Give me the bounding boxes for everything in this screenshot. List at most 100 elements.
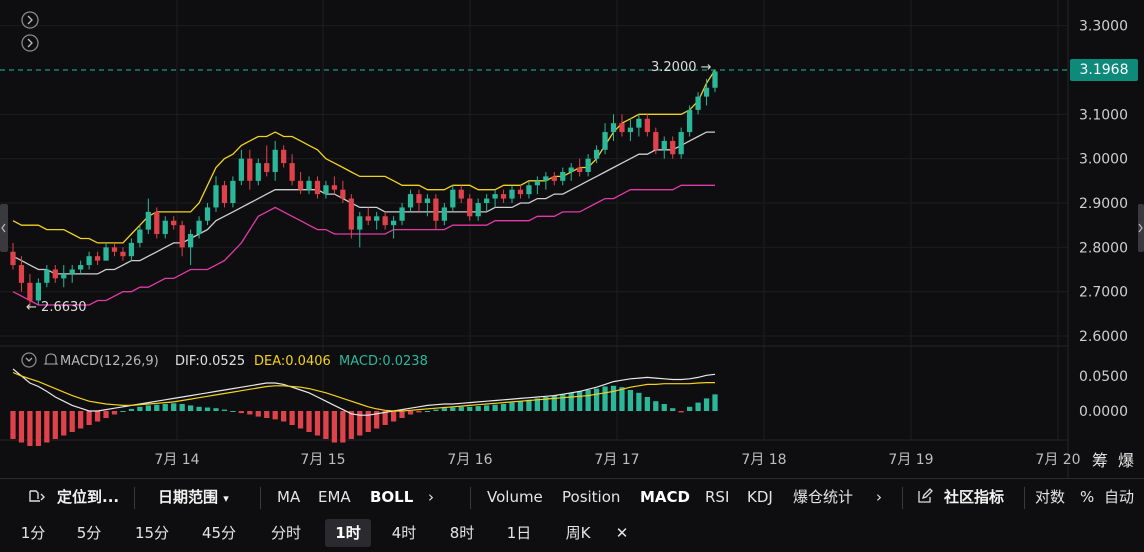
last-price-tag: 3.1968 (1070, 59, 1138, 81)
locate-button[interactable]: 定位到... (57, 488, 120, 506)
auto-scale-toggle[interactable]: 自动 (1104, 488, 1135, 506)
candle-body (187, 234, 194, 248)
candle-body (18, 265, 25, 283)
kdj-indicator[interactable]: KDJ (747, 488, 773, 506)
macd-bar (687, 406, 693, 411)
close-icon[interactable]: ✕ (615, 524, 629, 542)
macd-bar (179, 404, 185, 411)
locate-icon[interactable] (28, 479, 46, 515)
macd-indicator[interactable]: MACD (640, 488, 690, 506)
chevron-right-icon[interactable]: › (428, 488, 434, 506)
macd-value: MACD:0.0238 (339, 354, 428, 369)
macd-bar (526, 399, 532, 411)
macd-bar (230, 411, 236, 412)
candle-body (416, 194, 422, 203)
position-indicator[interactable]: Position (562, 488, 621, 506)
interval-45m[interactable]: 45分 (201, 524, 237, 542)
candle-body (179, 225, 185, 248)
liquidation-toggle[interactable]: 爆 (1118, 451, 1134, 470)
ema-indicator[interactable]: EMA (318, 488, 351, 506)
macd-bar (44, 411, 50, 443)
volume-indicator[interactable]: Volume (487, 488, 543, 506)
macd-bar (61, 411, 67, 436)
candle-body (399, 207, 405, 221)
candle-body (636, 118, 642, 128)
macd-bar (407, 411, 414, 415)
candle-body (111, 247, 118, 252)
interval-toolbar: 1分 5分 15分 45分 分时 1时 4时 8时 1日 周K ✕ (0, 514, 1144, 552)
chevron-right-icon[interactable] (21, 34, 39, 52)
time-tick-label: 7月 18 (741, 452, 786, 468)
candle-body (433, 198, 439, 221)
macd-bar (18, 411, 25, 443)
candle-body (289, 163, 295, 181)
interval-timeline[interactable]: 分时 (270, 524, 301, 542)
macd-bar (69, 411, 75, 432)
boll-indicator[interactable]: BOLL (370, 488, 414, 506)
macd-bar (703, 398, 710, 411)
candle-body (272, 149, 278, 172)
candle-body (78, 265, 84, 270)
date-range-button[interactable]: 日期范围 ▾ (158, 488, 229, 506)
interval-8h[interactable]: 8时 (449, 524, 475, 542)
candle-body (145, 211, 151, 230)
interval-weekly[interactable]: 周K (565, 524, 591, 542)
interval-4h[interactable]: 4时 (391, 524, 417, 542)
candle-body (238, 158, 244, 181)
candle-body (365, 216, 371, 221)
interval-1d[interactable]: 1日 (506, 524, 532, 542)
price-tick-label: 2.8000 (1079, 240, 1128, 256)
macd-bar (678, 411, 684, 413)
community-indicators-button[interactable]: 社区指标 (944, 488, 1005, 506)
macd-bar (475, 406, 481, 411)
macd-bar (340, 411, 346, 443)
macd-bar (196, 406, 202, 411)
macd-bar (171, 403, 177, 411)
chips-toggle[interactable]: 筹 (1092, 451, 1108, 470)
candle-body (534, 180, 541, 186)
price-tick-label: 2.6000 (1079, 329, 1128, 345)
price-chart[interactable]: 3.3000 3.1000 3.0000 2.9000 2.8000 2.7000 2.60… (0, 0, 1144, 478)
price-axis: 3.3000 3.1000 3.0000 2.9000 2.8000 2.7000 2.60… (1079, 19, 1128, 345)
bell-icon[interactable] (43, 353, 59, 365)
collapse-right-handle[interactable] (1138, 204, 1144, 252)
candle-body (306, 180, 312, 190)
macd-bar (500, 404, 507, 411)
candle-body (500, 194, 507, 199)
candle-body (585, 158, 591, 172)
candle-body (196, 220, 202, 235)
chevron-right-icon[interactable] (21, 11, 39, 29)
macd-bar (568, 392, 574, 411)
divider (470, 487, 471, 509)
liquidation-stats-indicator[interactable]: 爆仓统计 (793, 488, 854, 506)
interval-5m[interactable]: 5分 (76, 524, 102, 542)
log-scale-toggle[interactable]: 对数 (1035, 488, 1066, 506)
candle-body (543, 176, 549, 181)
macd-bar (255, 411, 261, 417)
candle-body (255, 163, 261, 181)
candle-body (94, 256, 101, 261)
edit-icon[interactable] (917, 479, 933, 515)
candle-body (687, 109, 693, 133)
macd-bar (399, 411, 405, 418)
candle-body (44, 269, 50, 283)
low-price-label: ← 2.6630 (26, 300, 87, 315)
interval-1m[interactable]: 1分 (20, 524, 46, 542)
candle-body (492, 194, 498, 199)
chevron-right-icon[interactable]: › (876, 488, 882, 506)
interval-1h[interactable]: 1时 (325, 519, 371, 547)
macd-bar (374, 411, 380, 429)
divider (260, 487, 261, 509)
indicator-toolbar: 定位到... 日期范围 ▾ MA EMA BOLL › Volume Posit… (0, 478, 1144, 515)
macd-bar (517, 401, 524, 411)
interval-15m[interactable]: 15分 (134, 524, 170, 542)
time-tick-label: 7月 19 (888, 452, 933, 468)
chevron-down-icon[interactable] (21, 352, 37, 368)
collapse-left-handle[interactable] (0, 204, 8, 252)
macd-bar (187, 405, 194, 411)
macd-bar (610, 385, 617, 411)
percent-scale-toggle[interactable]: % (1080, 488, 1095, 506)
macd-bar (416, 411, 422, 413)
ma-indicator[interactable]: MA (277, 488, 301, 506)
rsi-indicator[interactable]: RSI (705, 488, 730, 506)
